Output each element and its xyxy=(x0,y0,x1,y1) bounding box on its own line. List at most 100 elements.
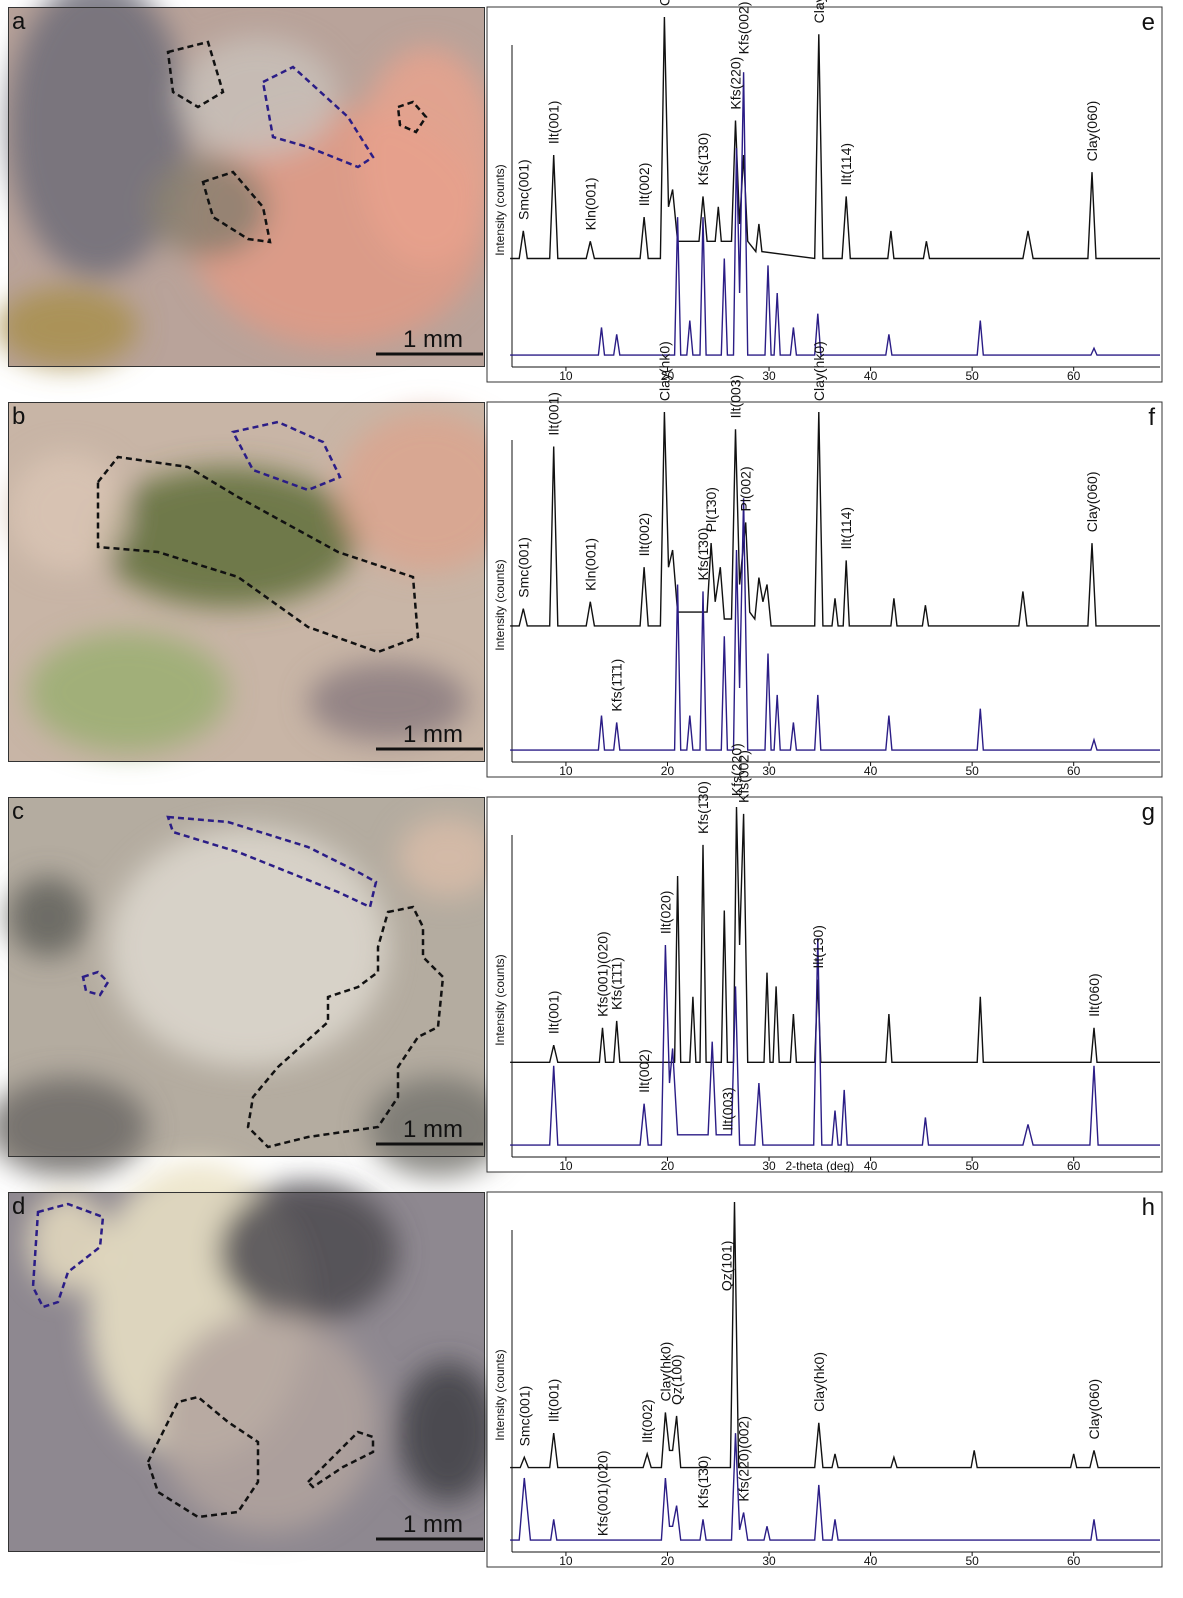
x-tick-label: 10 xyxy=(559,1554,573,1568)
mineral-grain xyxy=(28,632,228,752)
x-tick-label: 40 xyxy=(864,764,878,778)
peak-label: Clay(060) xyxy=(1084,101,1100,162)
x-tick-label: 20 xyxy=(661,1159,675,1173)
photo-panel: c1 mm xyxy=(0,797,508,1177)
peak-label: Kfs(1̄1̄1) xyxy=(609,957,625,1010)
x-tick-label: 10 xyxy=(559,764,573,778)
peak-label: Smc(001) xyxy=(515,537,531,598)
xrd-chart: 10 20 30 40 50 60 Intensity (counts) h Smc(001) I… xyxy=(487,1192,1162,1568)
y-axis-label: Intensity (counts) xyxy=(493,1349,507,1440)
peak-label: Ilt(002) xyxy=(639,1399,655,1443)
mineral-grain xyxy=(218,1182,398,1322)
peak-label: Ilt(002) xyxy=(636,163,652,207)
mineral-grain xyxy=(28,1192,108,1292)
x-tick-label: 30 xyxy=(762,764,776,778)
peak-label: Ilt(130) xyxy=(810,925,826,969)
x-tick-label: 60 xyxy=(1067,1159,1081,1173)
panel-letter: e xyxy=(1142,9,1155,36)
peak-label: Ilt(003) xyxy=(728,375,744,419)
peak-label: Kfs(220) xyxy=(728,57,744,110)
panel-letter: h xyxy=(1142,1194,1155,1221)
x-tick-label: 50 xyxy=(965,369,979,383)
xrd-chart: 10 20 30 40 50 60 2-theta (deg) Intensity (coun… xyxy=(487,743,1162,1173)
x-tick-label: 50 xyxy=(965,1554,979,1568)
peak-label: Smc(001) xyxy=(516,1386,532,1447)
peak-label: Kln(001) xyxy=(582,538,598,591)
photo-panel: a1 mm xyxy=(0,0,498,367)
peak-label: Ilt(020) xyxy=(657,891,673,935)
x-tick-label: 50 xyxy=(965,764,979,778)
scale-bar-label: 1 mm xyxy=(403,721,463,748)
peak-label: Ilt(001) xyxy=(546,101,562,145)
peak-label: Ilt(060) xyxy=(1086,973,1102,1017)
peak-label: Smc(001) xyxy=(515,159,531,220)
mineral-grain xyxy=(8,877,88,957)
mineral-grain xyxy=(8,452,128,572)
panel-letter: b xyxy=(12,403,25,430)
peak-label: Qz(100) xyxy=(669,1354,685,1405)
chart-frame xyxy=(487,797,1162,1172)
x-axis-label: 2-theta (deg) xyxy=(785,1159,854,1173)
peak-label: Ilt(001) xyxy=(546,392,562,436)
photo-texture xyxy=(0,0,498,367)
scale-bar-label: 1 mm xyxy=(403,1511,463,1538)
photo-panel: d 1 mm xyxy=(8,1162,498,1552)
peak-label: Clay(hk0) xyxy=(811,1352,827,1412)
x-tick-label: 30 xyxy=(762,1554,776,1568)
panel-letter: f xyxy=(1148,404,1155,431)
panel-letter: d xyxy=(12,1193,25,1220)
mineral-grain xyxy=(398,1362,498,1502)
peak-label: Kfs(220)(002) xyxy=(736,1416,752,1502)
mineral-grain xyxy=(158,1312,378,1532)
peak-label: Clay(hk0) xyxy=(656,0,672,6)
peak-label: Kfs(002) xyxy=(736,750,752,803)
xrd-chart: 10 20 30 40 50 60 Intensity (counts) f Smc(001) I… xyxy=(487,341,1162,778)
x-tick-label: 60 xyxy=(1067,1554,1081,1568)
x-tick-label: 40 xyxy=(864,1554,878,1568)
x-tick-label: 40 xyxy=(864,369,878,383)
peak-label: Clay(hk0) xyxy=(811,0,827,23)
peak-label: Kfs(1̄30) xyxy=(695,528,711,581)
peak-label: Clay(hk0) xyxy=(811,341,827,401)
x-tick-label: 10 xyxy=(559,369,573,383)
x-tick-label: 20 xyxy=(661,1554,675,1568)
peak-label: Kfs(1̄1̄1) xyxy=(609,659,625,712)
panel-letter: a xyxy=(12,8,26,35)
mineral-grain xyxy=(98,467,358,607)
peak-label: Ilt(114) xyxy=(838,507,854,550)
mineral-grain xyxy=(398,817,498,897)
peak-label: Ilt(001) xyxy=(546,991,562,1035)
mineral-grain xyxy=(0,287,138,367)
x-tick-label: 30 xyxy=(762,1159,776,1173)
scale-bar-label: 1 mm xyxy=(403,1116,463,1143)
x-tick-label: 40 xyxy=(864,1159,878,1173)
page: {"photos": [ {"letter": "a", "scale_bar"… xyxy=(0,0,1183,1598)
panel-letter: g xyxy=(1142,799,1155,826)
mineral-grain xyxy=(108,827,388,1067)
y-axis-label: Intensity (counts) xyxy=(493,559,507,650)
x-tick-label: 20 xyxy=(661,764,675,778)
x-tick-label: 30 xyxy=(762,369,776,383)
peak-label: Kln(001) xyxy=(582,177,598,230)
figure: a1 mmb1 mmc1 mmd1 mm102030405060Intensit… xyxy=(0,0,1183,1598)
x-tick-label: 10 xyxy=(559,1159,573,1173)
mineral-grain xyxy=(148,157,268,257)
mineral-grain xyxy=(178,37,338,157)
peak-label: Ilt(114) xyxy=(838,143,854,186)
xrd-chart: 102030405060Intensity (counts)eSmc(001)I… xyxy=(487,0,1162,383)
peak-label: Kfs(1̄30) xyxy=(695,133,711,186)
peak-label: Ilt(003) xyxy=(719,1087,735,1131)
peak-label: Clay(060) xyxy=(1086,1379,1102,1440)
x-tick-label: 60 xyxy=(1067,764,1081,778)
photo-panel: b 1 mm xyxy=(8,402,518,762)
peak-label: Clay(060) xyxy=(1084,471,1100,532)
peak-label: Clay(hk0) xyxy=(656,341,672,401)
y-axis-label: Intensity (counts) xyxy=(493,954,507,1045)
peak-label: Kfs(001)(020) xyxy=(594,1451,610,1537)
peak-label: Pl(1̄30) xyxy=(703,487,719,532)
y-axis-label: Intensity (counts) xyxy=(493,164,507,255)
peak-label: Pl(002) xyxy=(738,466,754,511)
x-tick-label: 60 xyxy=(1067,369,1081,383)
peak-label: Kfs(1̄30) xyxy=(695,1456,711,1509)
peak-label: Ilt(002) xyxy=(636,1049,652,1093)
